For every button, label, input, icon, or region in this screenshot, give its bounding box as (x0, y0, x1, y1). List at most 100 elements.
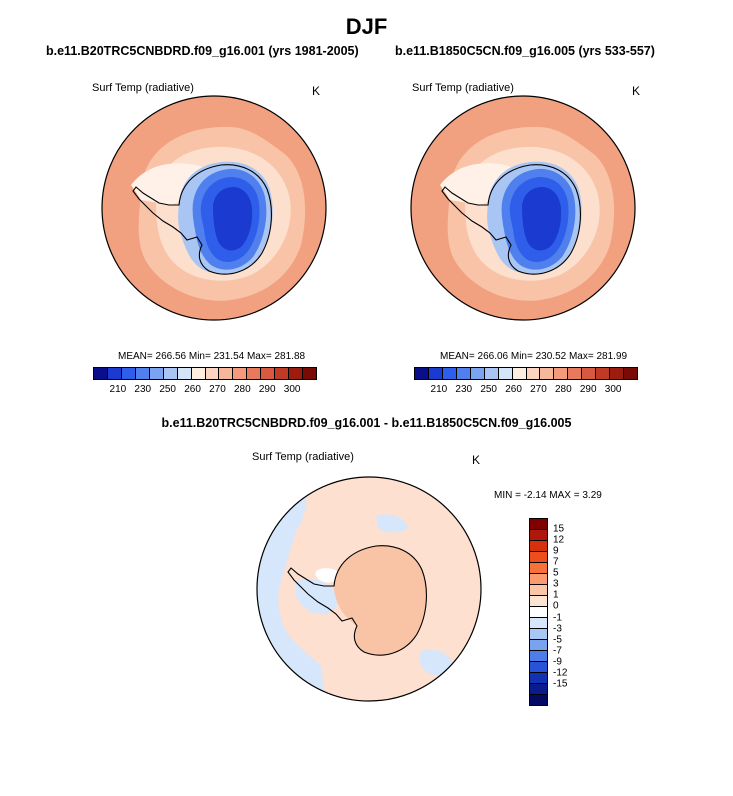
panel-2-title: b.e11.B1850C5CN.f09_g16.005 (yrs 533-557… (395, 44, 655, 58)
colorbar-label: 210 (430, 384, 448, 395)
panel-2-stats: MEAN= 266.06 Min= 230.52 Max= 281.99 (440, 351, 628, 362)
diff-colorbar-swatch (530, 552, 547, 563)
colorbar-label: 250 (480, 384, 497, 395)
colorbar-swatch (498, 368, 513, 379)
colorbar-swatch (582, 368, 597, 379)
colorbar-swatch (191, 368, 206, 379)
diff-colorbar-label: -1 (553, 612, 562, 624)
panel-1-variable-label: Surf Temp (radiative) (92, 82, 194, 94)
diff-colorbar-label: 0 (553, 600, 559, 612)
colorbar-swatch (470, 368, 485, 379)
colorbar-swatch (135, 368, 150, 379)
diff-colorbar-label: -9 (553, 656, 562, 668)
colorbar-swatch (428, 368, 443, 379)
field-diff-warm-land (334, 545, 427, 656)
colorbar-swatch (526, 368, 541, 379)
diff-colorbar-label: -7 (553, 645, 562, 657)
colorbar-swatch (121, 368, 136, 379)
diff-colorbar-swatch (530, 673, 547, 684)
colorbar-label: 300 (604, 384, 622, 395)
colorbar-swatch (163, 368, 178, 379)
colorbar-swatch (512, 368, 527, 379)
diff-colorbar-swatch (530, 662, 547, 673)
panel-1-map (101, 95, 327, 321)
diff-colorbar-label: 5 (553, 567, 559, 579)
diff-colorbar-label: 12 (553, 534, 565, 546)
diff-panel-title: b.e11.B20TRC5CNBDRD.f09_g16.001 - b.e11.… (161, 416, 572, 430)
colorbar-swatch (596, 368, 611, 379)
diff-colorbar-swatch (530, 596, 547, 607)
diff-colorbar-swatch (530, 640, 547, 651)
diff-panel-units: K (472, 453, 481, 467)
panel-2-fields (411, 96, 635, 320)
diff-colorbar-swatch (530, 541, 547, 552)
colorbar-swatch (219, 368, 234, 379)
diff-colorbar-swatch (530, 695, 547, 705)
coastline (287, 545, 427, 656)
diff-colorbar-swatch (530, 629, 547, 640)
colorbar-swatch (275, 368, 290, 379)
colorbar-swatch (205, 368, 220, 379)
field-diff-cool-west (257, 477, 326, 701)
panel-1-colorbar (93, 367, 317, 380)
field-diff-cool-patch-3 (376, 514, 408, 533)
colorbar-label: 290 (258, 384, 276, 395)
colorbar-swatch (568, 368, 583, 379)
colorbar-swatch (233, 368, 248, 379)
panel-2-colorbar-labels: 210 230 250 260 270 280 290 300 (414, 384, 636, 396)
panel-1-units: K (312, 84, 321, 98)
colorbar-label: 280 (554, 384, 572, 395)
colorbar-swatch (554, 368, 569, 379)
panel-2-variable-label: Surf Temp (radiative) (412, 82, 514, 94)
diff-colorbar-label: 7 (553, 556, 559, 568)
diff-colorbar (529, 518, 548, 706)
colorbar-label: 260 (505, 384, 522, 395)
colorbar-label: 270 (530, 384, 547, 395)
diff-colorbar-swatch (530, 684, 547, 695)
colorbar-swatch (289, 368, 304, 379)
colorbar-label: 260 (184, 384, 201, 395)
diff-colorbar-label: -3 (553, 623, 562, 635)
colorbar-swatch (540, 368, 555, 379)
diff-panel-fields (257, 477, 481, 701)
panel-1-title: b.e11.B20TRC5CNBDRD.f09_g16.001 (yrs 198… (46, 44, 359, 58)
diff-panel-stats: MIN = -2.14 MAX = 3.29 (494, 490, 602, 501)
colorbar-swatch (610, 368, 625, 379)
figure-title: DJF (345, 14, 388, 39)
panel-2-colorbar (414, 367, 638, 380)
panel-2-units: K (632, 84, 641, 98)
colorbar-swatch (484, 368, 499, 379)
colorbar-label: 210 (109, 384, 127, 395)
colorbar-swatch (442, 368, 457, 379)
colorbar-label: 280 (233, 384, 251, 395)
colorbar-label: 290 (579, 384, 597, 395)
coastline (132, 164, 272, 275)
diff-colorbar-label: -15 (553, 678, 568, 690)
diff-colorbar-swatch (530, 574, 547, 585)
colorbar-swatch (177, 368, 192, 379)
colorbar-label: 250 (159, 384, 176, 395)
diff-colorbar-swatch (530, 530, 547, 541)
diff-colorbar-label: 1 (553, 589, 559, 601)
colorbar-swatch (261, 368, 276, 379)
diff-colorbar-label: -12 (553, 667, 568, 679)
diff-colorbar-swatch (530, 607, 547, 618)
diff-panel-map (256, 476, 482, 702)
colorbar-swatch (624, 368, 637, 379)
diff-colorbar-labels: 15 12 9 7 5 3 1 0 -1 -3 -5 -7 -9 -12 -15 (553, 518, 583, 704)
colorbar-swatch (149, 368, 164, 379)
colorbar-label: 300 (283, 384, 301, 395)
diff-colorbar-label: -5 (553, 634, 562, 646)
diff-colorbar-label: 15 (553, 523, 565, 535)
diff-colorbar-label: 9 (553, 545, 559, 557)
panel-2-map (410, 95, 636, 321)
diff-colorbar-swatch (530, 563, 547, 574)
diff-colorbar-swatch (530, 519, 547, 530)
colorbar-swatch (247, 368, 262, 379)
diff-colorbar-swatch (530, 651, 547, 662)
field-plateau (213, 187, 253, 251)
colorbar-label: 230 (134, 384, 152, 395)
field-diff-cool-patch-1 (296, 579, 338, 615)
colorbar-swatch (415, 368, 429, 379)
colorbar-swatch (107, 368, 122, 379)
